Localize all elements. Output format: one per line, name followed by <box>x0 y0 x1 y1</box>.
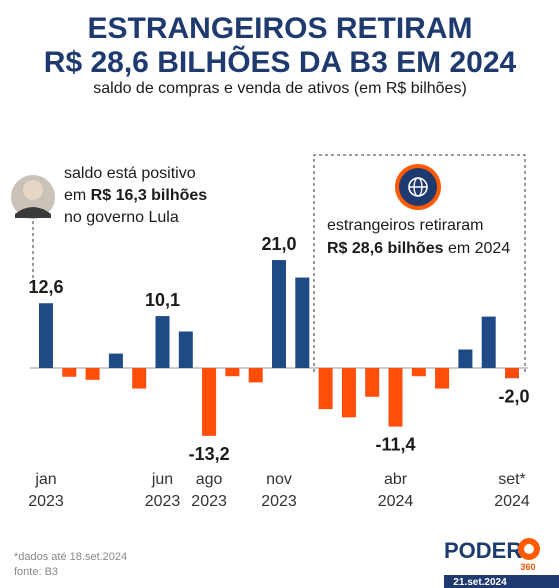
bar <box>365 368 380 397</box>
annotation-part: em <box>64 187 91 204</box>
logo: PODER <box>444 538 522 563</box>
annotation-box <box>313 154 526 372</box>
bar <box>225 368 240 377</box>
subtitle: saldo de compras e venda de ativos (em R… <box>93 80 467 97</box>
bar <box>202 368 217 436</box>
title-line: R$ 28,6 BILHÕES DA B3 EM 2024 <box>44 45 517 79</box>
value-label: -13,2 <box>189 444 230 464</box>
bar <box>295 277 310 368</box>
source: fonte: B3 <box>14 566 58 578</box>
bars: 12,6 jan 2023 10,1 jun 2023 -13,2 ago 2023 21,0 no… <box>28 234 530 510</box>
bar <box>248 368 263 383</box>
annotation: em R$ 16,3 bilhões <box>64 187 207 204</box>
x-tick-label: ago <box>196 471 223 488</box>
bar <box>178 331 193 368</box>
bar <box>62 368 77 377</box>
bar <box>481 316 496 368</box>
logo-sun <box>524 544 534 554</box>
x-tick-label: abr <box>384 471 408 488</box>
x-tick-label: jun <box>151 471 173 488</box>
annotation-part: R$ 28,6 bilhões <box>327 240 444 257</box>
x-tick-year: 2024 <box>494 493 530 510</box>
value-label: -2,0 <box>498 386 529 406</box>
bar <box>341 368 356 418</box>
bar <box>272 260 286 368</box>
portrait-face <box>23 180 43 200</box>
bar <box>318 368 333 410</box>
title-line: ESTRANGEIROS RETIRAM <box>87 12 472 45</box>
date-bar <box>444 575 559 588</box>
annotation-part: R$ 16,3 bilhões <box>91 187 208 204</box>
annotation: R$ 28,6 bilhões em 2024 <box>327 240 510 257</box>
bar <box>411 368 426 377</box>
bar <box>388 368 403 427</box>
bar <box>435 368 450 389</box>
annotation-part: em 2024 <box>444 240 511 257</box>
x-tick-year: 2023 <box>145 493 181 510</box>
portrait-suit <box>15 207 51 218</box>
logo-sub: 360 <box>520 562 535 572</box>
annotation: no governo Lula <box>64 209 179 226</box>
x-tick-year: 2023 <box>261 493 297 510</box>
x-tick-year: 2023 <box>191 493 227 510</box>
x-tick-label: jan <box>34 471 56 488</box>
footnote: *dados até 18.set.2024 <box>14 551 127 563</box>
annotation: saldo está positivo <box>64 165 196 182</box>
bar <box>85 368 100 380</box>
date: 21.set.2024 <box>453 577 507 588</box>
x-tick-label: nov <box>266 471 292 488</box>
x-tick-label: set* <box>498 471 526 488</box>
bar <box>108 353 123 368</box>
bar <box>132 368 147 389</box>
value-label: -11,4 <box>375 435 415 455</box>
value-label: 10,1 <box>145 290 180 310</box>
bar <box>39 303 53 368</box>
annotation: estrangeiros retiraram <box>327 217 484 234</box>
value-label: 12,6 <box>28 277 63 297</box>
bar <box>458 349 473 368</box>
x-tick-year: 2023 <box>28 493 64 510</box>
bar <box>505 368 519 379</box>
x-tick-year: 2024 <box>378 493 414 510</box>
bar <box>155 316 170 368</box>
value-label: 21,0 <box>261 234 296 254</box>
